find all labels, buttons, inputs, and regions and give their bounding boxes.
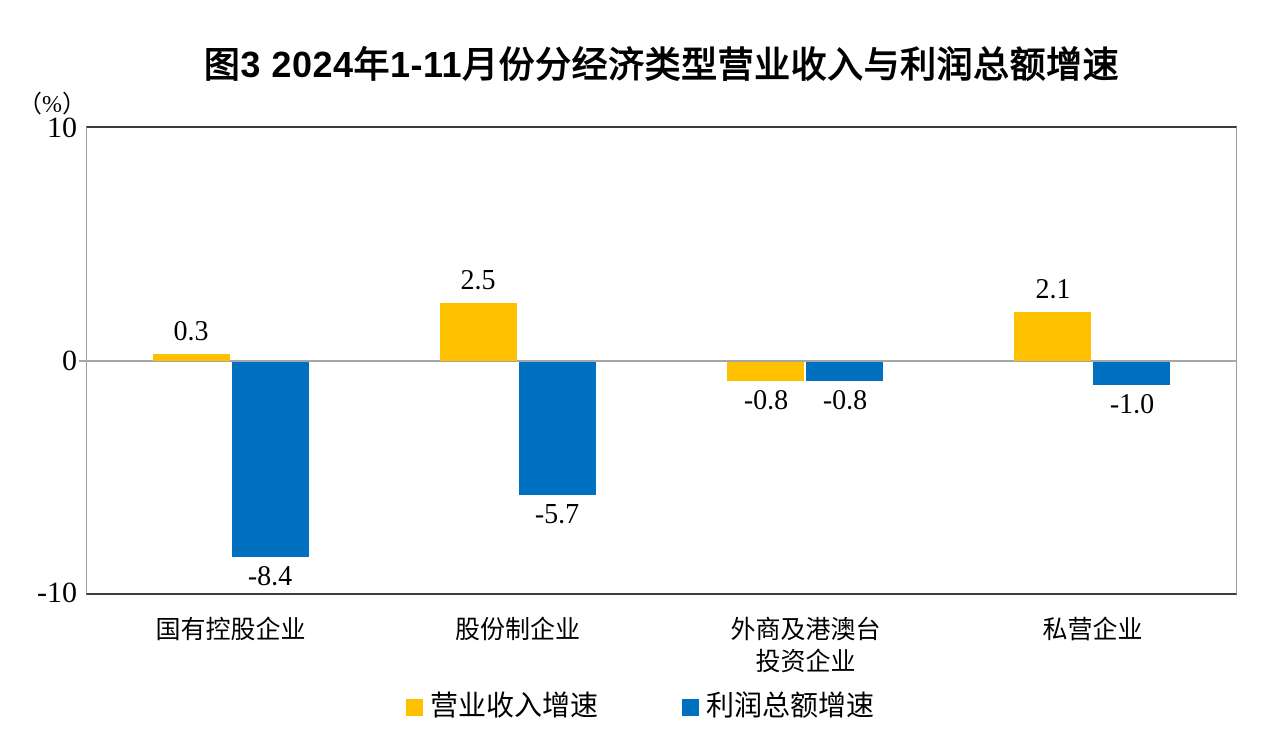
revenue-bar — [440, 303, 517, 361]
revenue-bar — [1014, 312, 1091, 361]
category-label: 外商及港澳台 投资企业 — [730, 617, 881, 676]
bar-value-label: 0.3 — [173, 316, 209, 347]
chart-title: 图3 2024年1-11月份分经济类型营业收入与利润总额增速 — [203, 44, 1120, 85]
revenue-legend-swatch-icon — [405, 698, 423, 716]
y-axis-unit-label: （%） — [18, 92, 86, 118]
category-label: 股份制企业 — [454, 617, 580, 644]
revenue-bar — [727, 362, 804, 381]
bar-value-label: 2.5 — [460, 265, 496, 296]
bar-value-label: 2.1 — [1035, 274, 1071, 305]
bar-value-label: -1.0 — [1109, 389, 1155, 420]
revenue-bar — [153, 354, 230, 361]
y-tick-label: -10 — [37, 576, 77, 609]
legend-label-profit: 利润总额增速 — [706, 691, 875, 722]
chart-legend: 营业收入增速 利润总额增速 — [0, 692, 1280, 722]
profit-bar — [232, 362, 309, 557]
legend-item-profit: 利润总额增速 — [682, 692, 874, 722]
bar-value-label: -0.8 — [822, 385, 868, 416]
profit-legend-swatch-icon — [682, 698, 699, 716]
profit-bar — [806, 362, 883, 381]
profit-bar — [519, 362, 596, 495]
profit-bar — [1093, 362, 1170, 385]
bar-value-label: -0.8 — [743, 385, 789, 416]
plot-area: 10 0 -10 0.3 -8.4 国有控股企业 2.5 -5.7 股份制企业 -0.8 -0.8 外… — [37, 111, 1237, 676]
bar-value-label: -8.4 — [247, 561, 293, 592]
legend-label-revenue: 营业收入增速 — [429, 691, 598, 722]
category-label: 国有控股企业 — [155, 617, 306, 644]
bar-value-label: -5.7 — [534, 499, 580, 530]
category-label: 私营企业 — [1042, 617, 1143, 644]
y-tick-label: 10 — [47, 111, 77, 144]
y-tick-label: 0 — [62, 343, 77, 377]
zero-axis-line — [79, 359, 1236, 362]
legend-item-revenue: 营业收入增速 — [405, 691, 598, 722]
